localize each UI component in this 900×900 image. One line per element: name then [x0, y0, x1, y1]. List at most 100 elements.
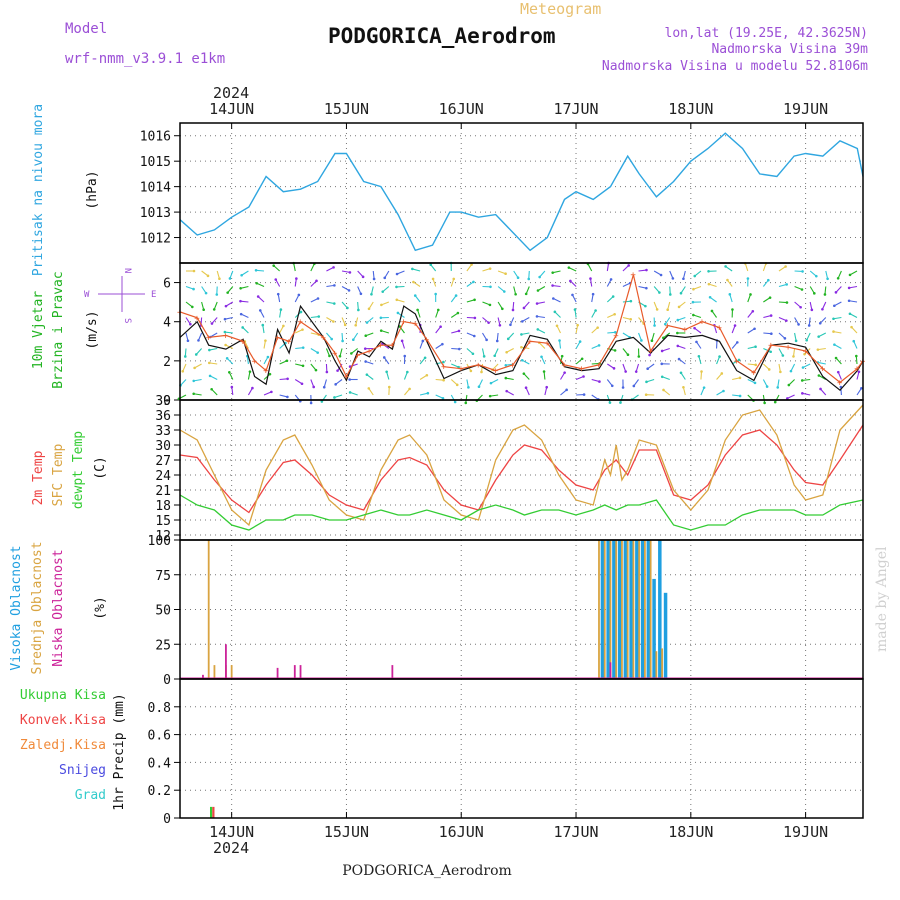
wind-arrow — [607, 313, 615, 319]
wind-arrow — [210, 332, 218, 338]
wind-arrow — [295, 363, 304, 367]
wind-arrow — [417, 309, 421, 318]
wind-arrow — [638, 269, 647, 272]
year-top: 2024 — [213, 84, 249, 102]
wind-arrow-head — [613, 331, 617, 334]
wind-arrow — [835, 286, 842, 293]
meteogram-label: Meteogram — [520, 0, 601, 18]
wind-arrow — [294, 294, 300, 303]
wind-arrow-head — [702, 386, 706, 389]
wind-arrow — [732, 377, 741, 381]
wind-arrow — [349, 391, 358, 396]
wind-arrow-head — [629, 317, 633, 321]
wind-arrow — [294, 379, 303, 385]
wind-arrow — [450, 312, 459, 318]
wind-arrow-head — [629, 299, 633, 303]
wind-arrow-head — [524, 386, 528, 389]
wind-arrow — [450, 295, 457, 303]
wind-arrow — [466, 264, 473, 272]
y-tick-label: 15 — [155, 514, 171, 529]
wind-arrow-head — [552, 297, 555, 300]
wind-arrow-head — [818, 321, 822, 325]
wind-arrow-head — [480, 370, 483, 374]
mid-cloud-label: Srednja Oblacnost — [30, 541, 45, 674]
wind-arrow-head — [621, 386, 625, 389]
wind-arrow-head — [207, 361, 211, 365]
wind-arrow-head — [192, 287, 195, 291]
wind-arrow-head — [367, 387, 371, 390]
wind-arrow — [413, 281, 421, 287]
precip-snow-label: Snijeg — [59, 763, 106, 778]
wind-arrow — [663, 389, 671, 396]
wind-arrow — [466, 332, 475, 337]
wind-arrow-head — [540, 355, 543, 359]
wind-arrow-head — [736, 341, 739, 344]
wind-arrow — [818, 375, 827, 380]
wind-arrow-head — [509, 323, 512, 327]
high-cloud-bar — [663, 592, 668, 678]
wind-arrow-head — [833, 304, 836, 308]
wind-arrow — [224, 331, 233, 334]
wind-arrow-head — [786, 397, 789, 400]
wind-arrow — [263, 391, 272, 396]
y-tick-label: 33 — [155, 424, 171, 439]
wind-arrow — [591, 378, 600, 383]
wind-arrow — [729, 294, 733, 303]
sfctemp-label: SFC Temp — [51, 444, 66, 507]
wind-arrow-head — [477, 385, 481, 388]
wind-arrow-head — [776, 386, 780, 389]
wind-arrow — [194, 363, 202, 369]
wind-arrow — [273, 265, 280, 272]
wind-gust-marker: + — [275, 333, 281, 343]
wind-gust-marker: + — [751, 369, 757, 379]
wind-arrow — [591, 327, 599, 334]
wind-arrow — [368, 388, 374, 396]
wind-arrow-head — [493, 354, 497, 358]
wind-arrow-head — [650, 339, 654, 342]
wind-arrow — [229, 270, 234, 279]
wind-arrow — [262, 325, 265, 334]
wind-arrow-head — [852, 339, 856, 343]
wind-arrow — [606, 263, 610, 272]
wind-arrow-head — [192, 392, 196, 396]
wind-arrow — [835, 357, 842, 365]
wind-arrow-head — [315, 279, 318, 283]
wind-arrow-head — [270, 390, 273, 394]
wind-arrow-head — [471, 352, 475, 356]
wind-arrow-head — [301, 364, 305, 368]
high-cloud-bar — [617, 540, 622, 678]
wind-arrow — [651, 332, 655, 341]
wind-arrow — [856, 371, 860, 380]
wind-arrow — [539, 270, 546, 278]
wind-arrow-head — [212, 308, 216, 311]
wind-arrow — [240, 300, 249, 303]
wind-arrow-head — [521, 320, 524, 323]
mid-cloud-bar — [207, 540, 210, 678]
wind-arrow-head — [431, 277, 435, 281]
wind-arrow — [664, 317, 671, 325]
wind-arrow-head — [785, 319, 788, 322]
wind-arrow-head — [452, 277, 456, 281]
wind-arrow-head — [801, 270, 804, 273]
wind-arrow-head — [589, 277, 592, 280]
wind-arrow-head — [803, 352, 806, 356]
precip-freezing-label: Zaledj.Kisa — [20, 738, 106, 753]
wind-arrow-head — [395, 298, 399, 302]
wind-gust-marker: + — [194, 314, 200, 324]
wind-arrow — [240, 313, 249, 318]
wind-arrow — [606, 379, 613, 387]
wind-arrow — [794, 301, 801, 308]
wind-gust-marker: + — [596, 361, 602, 371]
mid-cloud-bar — [609, 540, 612, 678]
wind-arrow — [435, 394, 444, 399]
wind-arrow — [419, 392, 428, 396]
wind-arrow — [419, 374, 428, 380]
wind-arrow-head — [421, 339, 425, 343]
wind-arrow-head — [228, 371, 231, 374]
wind-arrow-head — [724, 265, 727, 268]
wind-arrow-head — [286, 377, 289, 381]
wind-arrow-head — [848, 273, 852, 277]
wind-arrow — [606, 394, 611, 403]
wind-arrow — [466, 281, 474, 287]
wind-arrow — [661, 347, 670, 352]
